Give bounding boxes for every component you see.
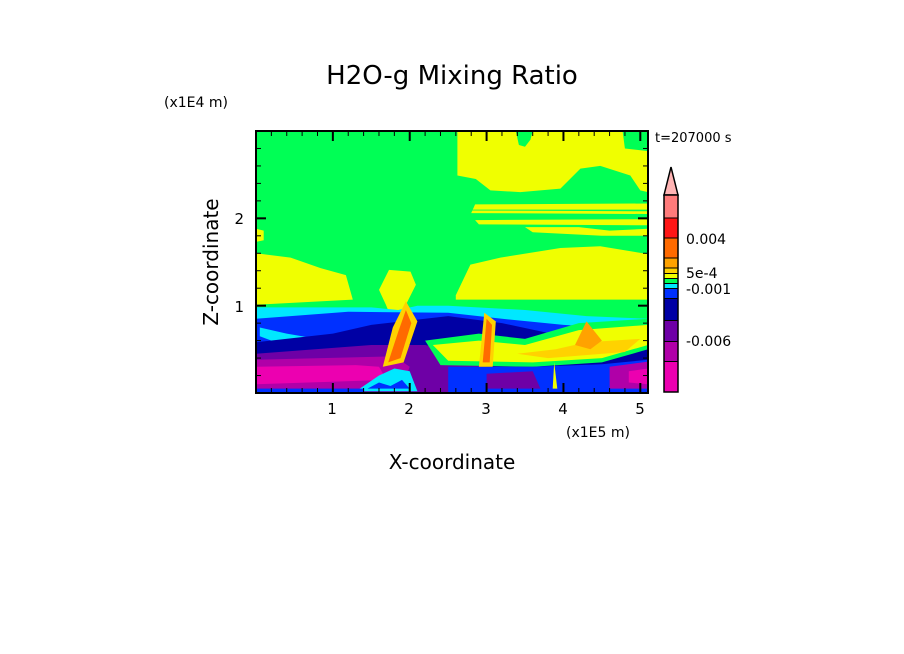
y-tick-label: 2 bbox=[234, 210, 244, 228]
colorbar-segment bbox=[663, 288, 679, 299]
colorbar-extend-triangle bbox=[663, 166, 679, 196]
contour-region bbox=[517, 338, 641, 359]
x-axis-label: X-coordinate bbox=[389, 450, 516, 474]
colorbar-segment bbox=[663, 283, 679, 289]
contour-region bbox=[475, 219, 648, 226]
colorbar-segment bbox=[663, 341, 679, 362]
colorbar-label: -0.006 bbox=[686, 334, 731, 350]
contour-region bbox=[628, 368, 648, 385]
chart-title: H2O-g Mixing Ratio bbox=[326, 61, 578, 91]
colorbar-frame bbox=[663, 194, 679, 393]
x-unit-label: (x1E5 m) bbox=[566, 425, 630, 441]
colorbar bbox=[663, 166, 679, 393]
contour-region bbox=[388, 310, 412, 363]
colorbar-segment bbox=[663, 320, 679, 342]
contour-region bbox=[486, 371, 541, 389]
colorbar-segment bbox=[663, 194, 679, 219]
contour-region bbox=[256, 365, 387, 385]
contour-region bbox=[471, 209, 648, 212]
contour-region bbox=[457, 131, 648, 193]
colorbar-segment bbox=[663, 273, 679, 279]
contour-region bbox=[379, 269, 416, 330]
x-tick-label: 1 bbox=[327, 400, 337, 418]
colorbar-segment bbox=[663, 298, 679, 321]
colorbar-label: -0.001 bbox=[686, 282, 731, 298]
contour-region bbox=[367, 379, 410, 389]
y-tick-label: 1 bbox=[234, 298, 244, 316]
colorbar-segment bbox=[663, 237, 679, 259]
x-tick-label: 4 bbox=[558, 400, 568, 418]
colorbar-label: 0.004 bbox=[686, 232, 726, 248]
contour-region bbox=[455, 246, 648, 300]
time-label: t=207000 s bbox=[655, 131, 732, 146]
contour-regions bbox=[256, 131, 648, 393]
contour-region bbox=[575, 321, 602, 350]
x-tick-label: 2 bbox=[404, 400, 414, 418]
x-tick-label: 5 bbox=[635, 400, 645, 418]
contour-region bbox=[471, 203, 648, 214]
colorbar-segment bbox=[663, 217, 679, 239]
colorbar-label: 5e-4 bbox=[686, 266, 718, 282]
contour-region bbox=[525, 227, 648, 236]
colorbar-segment bbox=[663, 278, 679, 284]
contour-region bbox=[256, 388, 364, 393]
x-tick-label: 3 bbox=[481, 400, 491, 418]
colorbar-segment bbox=[663, 267, 679, 274]
plot-frame bbox=[255, 130, 649, 394]
colorbar-segment bbox=[663, 361, 679, 393]
contour-region bbox=[552, 362, 558, 389]
contour-region bbox=[515, 131, 533, 147]
contour-region bbox=[256, 253, 353, 305]
y-unit-label: (x1E4 m) bbox=[164, 95, 228, 111]
contour-region bbox=[482, 318, 492, 363]
colorbar-segment bbox=[663, 257, 679, 269]
y-axis-label: Z-coordinate bbox=[199, 198, 223, 325]
